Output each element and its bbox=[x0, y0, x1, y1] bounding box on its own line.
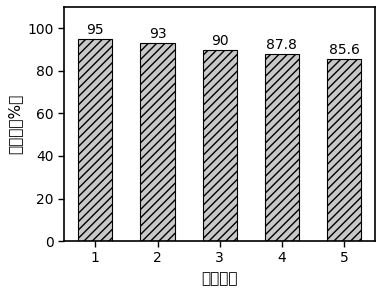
Bar bbox=[78, 39, 112, 241]
Bar bbox=[265, 54, 299, 241]
Bar bbox=[202, 50, 237, 241]
Text: 93: 93 bbox=[149, 28, 166, 41]
Bar bbox=[141, 43, 175, 241]
Text: 90: 90 bbox=[211, 34, 228, 48]
Bar bbox=[327, 59, 361, 241]
Text: 85.6: 85.6 bbox=[329, 43, 359, 57]
X-axis label: 重复次数: 重复次数 bbox=[201, 271, 238, 286]
Text: 95: 95 bbox=[87, 23, 104, 37]
Y-axis label: 降解率（%）: 降解率（%） bbox=[7, 94, 22, 154]
Text: 87.8: 87.8 bbox=[266, 38, 297, 52]
